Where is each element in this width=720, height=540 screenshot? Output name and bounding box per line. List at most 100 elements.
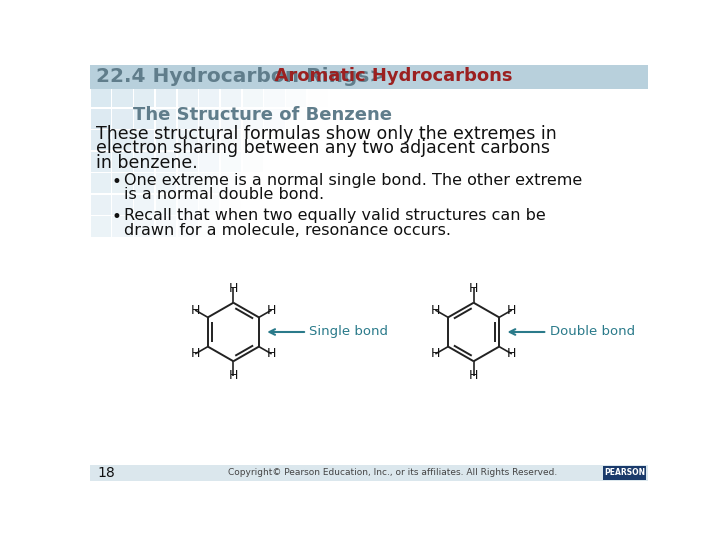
Text: Copyright© Pearson Education, Inc., or its affiliates. All Rights Reserved.: Copyright© Pearson Education, Inc., or i… [228, 468, 557, 477]
Text: H: H [469, 369, 478, 382]
Text: Double bond: Double bond [549, 326, 635, 339]
Bar [221, 195, 241, 215]
Bar [91, 109, 111, 129]
Bar [199, 195, 220, 215]
Bar [91, 130, 111, 150]
Bar [603, 466, 647, 480]
Bar [91, 152, 111, 172]
Text: H: H [507, 303, 516, 316]
Bar [156, 109, 176, 129]
Text: The Structure of Benzene: The Structure of Benzene [132, 106, 392, 124]
Bar [112, 87, 132, 107]
Bar [243, 152, 263, 172]
Bar [199, 217, 220, 237]
Text: H: H [469, 281, 478, 295]
Bar [221, 109, 241, 129]
Text: H: H [267, 303, 276, 316]
Text: Recall that when two equally valid structures can be: Recall that when two equally valid struc… [124, 208, 546, 223]
Bar [91, 217, 111, 237]
Text: H: H [507, 347, 516, 360]
Bar [156, 65, 176, 85]
Bar [264, 130, 284, 150]
Bar [134, 173, 154, 193]
Bar [91, 87, 111, 107]
Bar [243, 65, 263, 85]
Text: •: • [112, 173, 122, 191]
Bar [243, 87, 263, 107]
Text: H: H [190, 303, 200, 316]
Bar [199, 173, 220, 193]
Text: H: H [229, 281, 238, 295]
Bar [91, 195, 111, 215]
Bar [134, 152, 154, 172]
Bar [307, 65, 328, 85]
Bar [156, 87, 176, 107]
Text: drawn for a molecule, resonance occurs.: drawn for a molecule, resonance occurs. [124, 222, 451, 238]
Bar [112, 109, 132, 129]
Bar [243, 109, 263, 129]
Bar [156, 217, 176, 237]
Text: Single bond: Single bond [310, 326, 388, 339]
Bar [264, 87, 284, 107]
Bar [178, 152, 198, 172]
Text: •: • [112, 208, 122, 226]
Bar [156, 152, 176, 172]
FancyBboxPatch shape [90, 65, 648, 481]
Bar [264, 65, 284, 85]
Bar [134, 109, 154, 129]
Bar [221, 152, 241, 172]
Bar [199, 65, 220, 85]
Bar [199, 152, 220, 172]
Text: 22.4 Hydrocarbon Rings>: 22.4 Hydrocarbon Rings> [96, 67, 387, 86]
Bar [199, 109, 220, 129]
Bar [221, 130, 241, 150]
Bar [134, 195, 154, 215]
Bar [112, 130, 132, 150]
Bar [112, 217, 132, 237]
Text: H: H [229, 369, 238, 382]
Bar [178, 65, 198, 85]
Bar [91, 65, 111, 85]
Text: 18: 18 [98, 466, 115, 480]
Text: in benzene.: in benzene. [96, 154, 198, 172]
Bar [91, 173, 111, 193]
Bar [221, 87, 241, 107]
Bar [286, 87, 306, 107]
Bar [134, 87, 154, 107]
Bar [178, 173, 198, 193]
Text: Aromatic Hydrocarbons: Aromatic Hydrocarbons [262, 68, 513, 85]
Bar [178, 195, 198, 215]
Bar [112, 65, 132, 85]
Bar [286, 65, 306, 85]
Bar [156, 195, 176, 215]
Bar [199, 87, 220, 107]
Bar [156, 173, 176, 193]
Bar [286, 109, 306, 129]
Bar [178, 217, 198, 237]
Bar [90, 465, 648, 481]
Bar [221, 65, 241, 85]
Bar [156, 130, 176, 150]
Bar [90, 65, 648, 89]
Bar [307, 87, 328, 107]
Bar [178, 87, 198, 107]
Bar [264, 109, 284, 129]
Bar [178, 130, 198, 150]
Text: H: H [267, 347, 276, 360]
Bar [134, 217, 154, 237]
Bar [112, 195, 132, 215]
Text: One extreme is a normal single bond. The other extreme: One extreme is a normal single bond. The… [124, 173, 582, 187]
Bar [134, 130, 154, 150]
Bar [199, 130, 220, 150]
Text: H: H [431, 303, 440, 316]
Bar [243, 130, 263, 150]
Bar [221, 173, 241, 193]
Text: is a normal double bond.: is a normal double bond. [124, 187, 324, 202]
Text: H: H [431, 347, 440, 360]
Text: electron sharing between any two adjacent carbons: electron sharing between any two adjacen… [96, 139, 550, 158]
Bar [178, 109, 198, 129]
Bar [112, 152, 132, 172]
Text: These structural formulas show only the extremes in: These structural formulas show only the … [96, 125, 557, 143]
Bar [112, 173, 132, 193]
Bar [134, 65, 154, 85]
